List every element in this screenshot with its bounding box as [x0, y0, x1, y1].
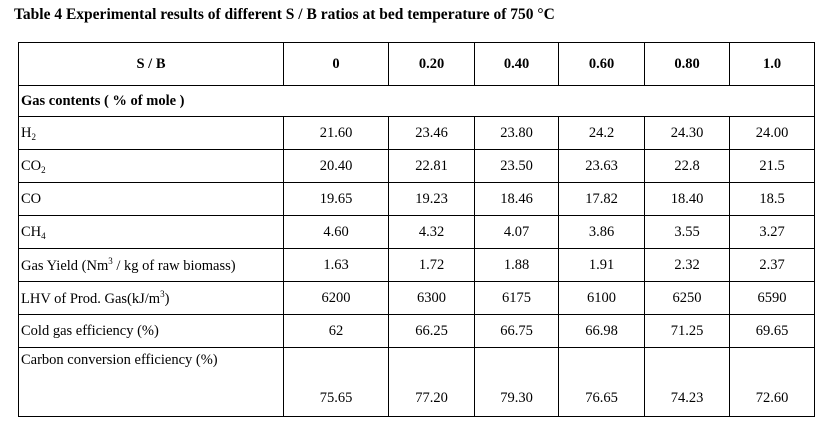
value-cell: 4.60 [283, 215, 389, 249]
row-label-main: CH [21, 223, 42, 240]
value-cell: 6100 [558, 281, 645, 315]
value-cell: 3.27 [729, 215, 815, 249]
row-label-main: H [21, 124, 32, 141]
value-cell: 77.20 [388, 347, 475, 417]
header-label: S / B [18, 42, 284, 86]
value-cell: 24.2 [558, 116, 645, 150]
value-cell: 6590 [729, 281, 815, 315]
section-label: Gas contents ( % of mole ) [18, 85, 815, 117]
row-label-sup: 3 [160, 288, 165, 299]
value-cell: 66.75 [474, 314, 559, 348]
value-cell: 1.88 [474, 248, 559, 282]
header-ratio: 0.80 [644, 42, 730, 86]
row-label: H2 [18, 116, 284, 150]
value-cell: 75.65 [283, 347, 389, 417]
value-cell: 1.91 [558, 248, 645, 282]
row-label-main: LHV of Prod. Gas(kJ/m [21, 290, 161, 307]
value-cell: 24.00 [729, 116, 815, 150]
header-ratio: 0 [283, 42, 389, 86]
value-cell: 23.80 [474, 116, 559, 150]
row-label: LHV of Prod. Gas(kJ/m3) [18, 281, 284, 315]
value-cell: 22.8 [644, 149, 730, 183]
header-ratio: 0.60 [558, 42, 645, 86]
value-cell: 17.82 [558, 182, 645, 216]
results-table: S / B 0 0.20 0.40 0.60 0.80 1.0 Gas cont… [18, 42, 815, 417]
row-label-main: Carbon conversion efficiency (%) [21, 352, 218, 368]
section-row: Gas contents ( % of mole ) [18, 85, 815, 117]
value-cell: 19.65 [283, 182, 389, 216]
header-row: S / B 0 0.20 0.40 0.60 0.80 1.0 [18, 42, 815, 86]
header-ratio: 0.40 [474, 42, 559, 86]
value-cell: 21.5 [729, 149, 815, 183]
value-cell: 79.30 [474, 347, 559, 417]
value-cell: 4.32 [388, 215, 475, 249]
row-label: Carbon conversion efficiency (%) [18, 347, 284, 417]
value-cell: 71.25 [644, 314, 730, 348]
table-row: H2 21.60 23.46 23.80 24.2 24.30 24.00 [18, 116, 815, 150]
value-cell: 6175 [474, 281, 559, 315]
row-label: CO2 [18, 149, 284, 183]
value-cell: 20.40 [283, 149, 389, 183]
value-cell: 72.60 [729, 347, 815, 417]
row-label-main: CO [21, 157, 42, 174]
value-cell: 62 [283, 314, 389, 348]
row-label: Gas Yield (Nm3 / kg of raw biomass) [18, 248, 284, 282]
value-cell: 18.46 [474, 182, 559, 216]
table-row: CO2 20.40 22.81 23.50 23.63 22.8 21.5 [18, 149, 815, 183]
value-cell: 3.86 [558, 215, 645, 249]
table-row: Cold gas efficiency (%) 62 66.25 66.75 66.98… [18, 314, 815, 348]
value-cell: 22.81 [388, 149, 475, 183]
value-cell: 1.63 [283, 248, 389, 282]
row-label-sup: 3 [108, 255, 113, 266]
value-cell: 69.65 [729, 314, 815, 348]
row-label-end: ) [164, 290, 170, 307]
value-cell: 4.07 [474, 215, 559, 249]
table-row: Carbon conversion efficiency (%) 75.65 77.… [18, 347, 815, 417]
value-cell: 23.46 [388, 116, 475, 150]
value-cell: 18.40 [644, 182, 730, 216]
value-cell: 2.32 [644, 248, 730, 282]
value-cell: 24.30 [644, 116, 730, 150]
header-ratio: 0.20 [388, 42, 475, 86]
value-cell: 23.50 [474, 149, 559, 183]
table-row: Gas Yield (Nm3 / kg of raw biomass) 1.63 1… [18, 248, 815, 282]
value-cell: 23.63 [558, 149, 645, 183]
row-label-sub: 2 [31, 131, 36, 142]
value-cell: 6250 [644, 281, 730, 315]
value-cell: 21.60 [283, 116, 389, 150]
row-label-sub: 2 [41, 164, 46, 175]
value-cell: 19.23 [388, 182, 475, 216]
value-cell: 6300 [388, 281, 475, 315]
row-label: Cold gas efficiency (%) [18, 314, 284, 348]
value-cell: 6200 [283, 281, 389, 315]
row-label-main: CO [21, 190, 42, 207]
row-label: CO [18, 182, 284, 216]
value-cell: 18.5 [729, 182, 815, 216]
table-row: CO 19.65 19.23 18.46 17.82 18.40 18.5 [18, 182, 815, 216]
value-cell: 2.37 [729, 248, 815, 282]
value-cell: 66.25 [388, 314, 475, 348]
row-label-end: / kg of raw biomass) [112, 257, 236, 274]
row-label-main: Gas Yield (Nm [21, 257, 109, 274]
table-row: LHV of Prod. Gas(kJ/m3) 6200 6300 6175 6100 6… [18, 281, 815, 315]
table-caption: Table 4 Experimental results of differen… [14, 6, 555, 23]
value-cell: 74.23 [644, 347, 730, 417]
row-label-sub: 4 [41, 230, 46, 241]
header-ratio: 1.0 [729, 42, 815, 86]
row-label: CH4 [18, 215, 284, 249]
value-cell: 76.65 [558, 347, 645, 417]
value-cell: 3.55 [644, 215, 730, 249]
value-cell: 1.72 [388, 248, 475, 282]
table-row: CH4 4.60 4.32 4.07 3.86 3.55 3.27 [18, 215, 815, 249]
row-label-main: Cold gas efficiency (%) [21, 322, 159, 339]
value-cell: 66.98 [558, 314, 645, 348]
